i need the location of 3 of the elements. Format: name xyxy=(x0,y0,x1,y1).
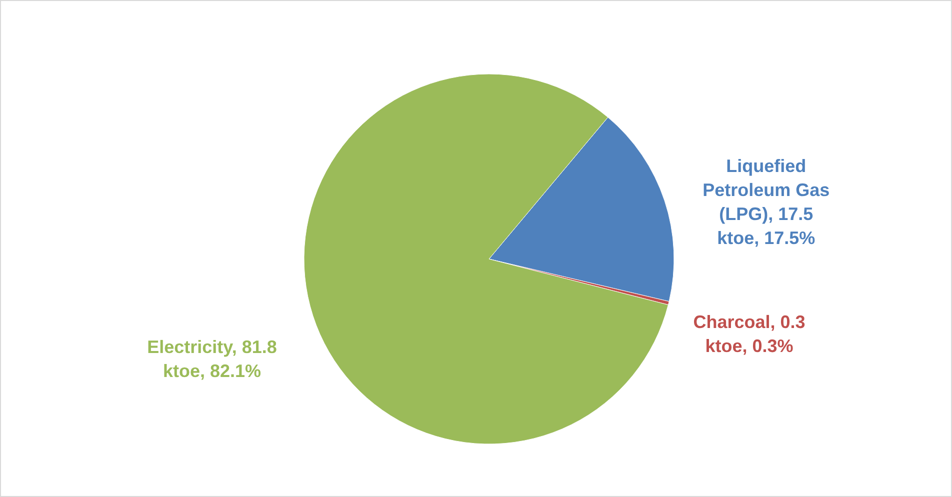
slice-label: Charcoal, 0.3 ktoe, 0.3% xyxy=(693,312,806,356)
slice-label: Electricity, 81.8 ktoe, 82.1% xyxy=(147,337,277,382)
slice-label: Liquefied Petroleum Gas (LPG), 17.5 ktoe, 17.5% xyxy=(702,156,830,248)
